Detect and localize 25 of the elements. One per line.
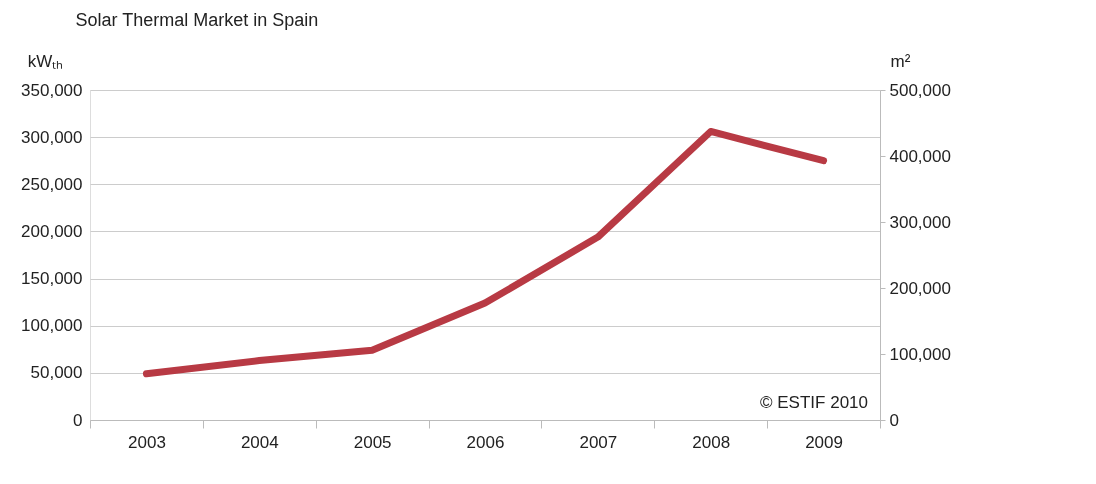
y2-tick-label: 400,000 <box>889 146 951 166</box>
y-tick-label: 0 <box>73 410 83 430</box>
x-tick-label: 2007 <box>579 432 618 452</box>
y2-axis-title: m² <box>890 51 911 71</box>
y-tick-label: 100,000 <box>21 316 83 336</box>
y-tick-label: 200,000 <box>21 221 83 241</box>
y2-tick-label: 500,000 <box>889 80 951 100</box>
x-tick-label: 2004 <box>240 432 279 452</box>
y2-tick-label: 100,000 <box>889 344 951 364</box>
y2-tick-label: 0 <box>889 410 899 430</box>
y-axis-title: kWₜₕ <box>27 51 64 71</box>
x-tick-label: 2003 <box>128 432 166 452</box>
y-tick-label: 250,000 <box>21 174 83 194</box>
y-tick-label: 150,000 <box>21 269 83 289</box>
y2-tick-label: 300,000 <box>889 212 951 232</box>
y2-tick-label: 200,000 <box>889 278 951 298</box>
y-tick-label: 300,000 <box>21 127 83 147</box>
x-tick-label: 2008 <box>692 432 731 452</box>
x-tick-label: 2009 <box>805 432 843 452</box>
chart-title: Solar Thermal Market in Spain <box>75 10 319 30</box>
y-tick-label: 50,000 <box>30 363 83 383</box>
x-tick-label: 2005 <box>353 432 392 452</box>
annotation: © ESTIF 2010 <box>760 393 868 412</box>
x-tick-label: 2006 <box>466 432 505 452</box>
y-tick-label: 350,000 <box>21 80 83 100</box>
